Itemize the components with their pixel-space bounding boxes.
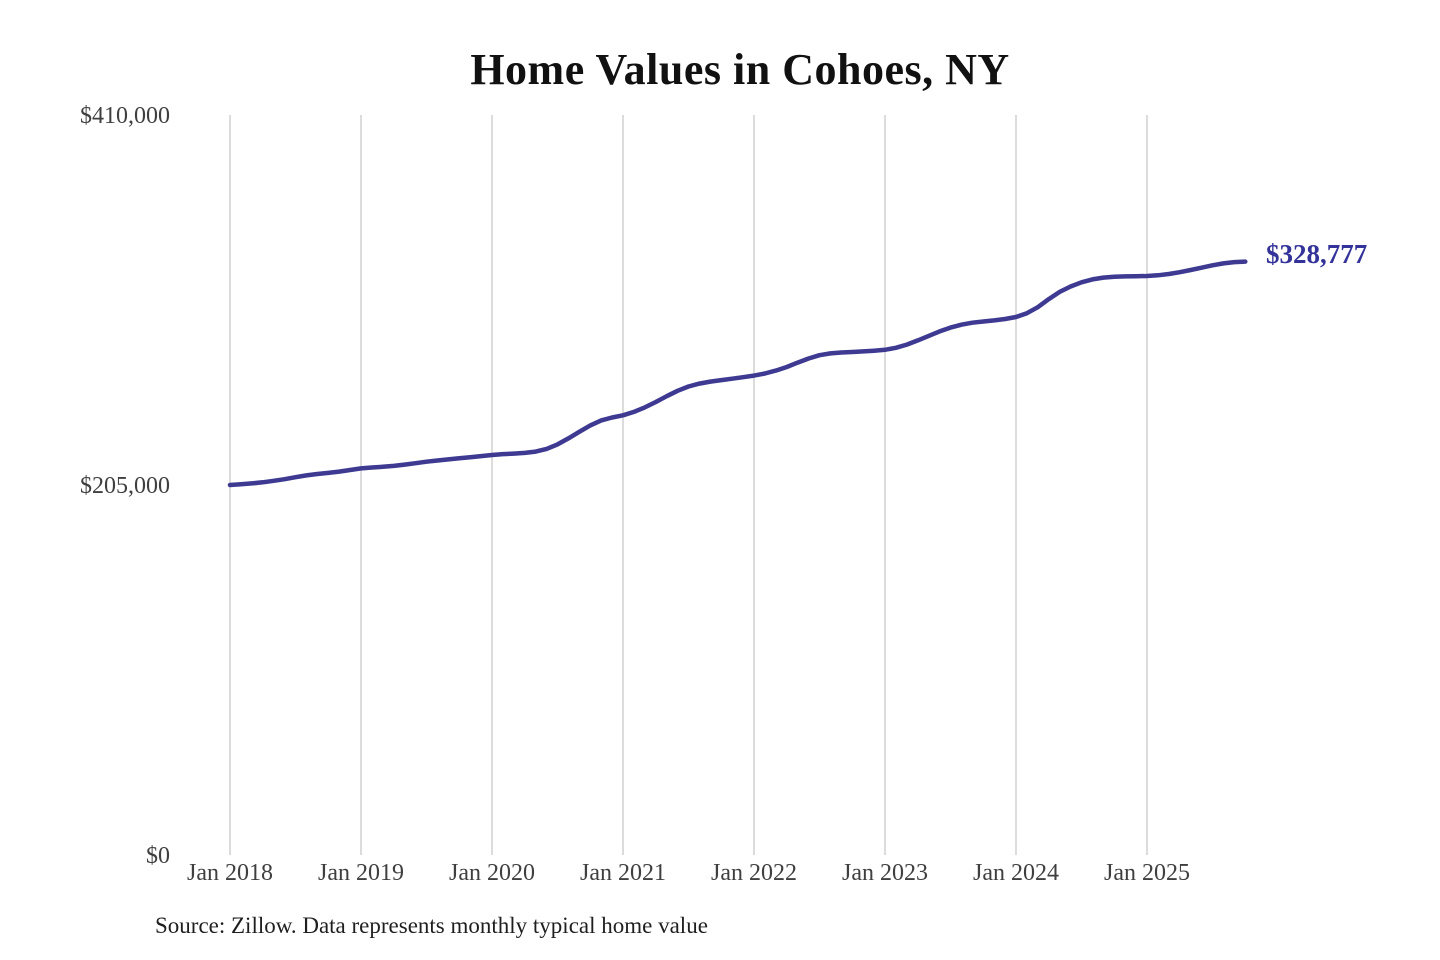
y-tick-label: $0 bbox=[146, 843, 170, 869]
x-tick-label: Jan 2023 bbox=[842, 860, 928, 886]
x-tick-label: Jan 2025 bbox=[1104, 860, 1190, 886]
y-axis-labels-group: $0 $205,000 $410,000 bbox=[80, 103, 170, 869]
gridlines-group bbox=[229, 115, 1148, 855]
x-tick-label: Jan 2019 bbox=[318, 860, 404, 886]
x-tick-label: Jan 2024 bbox=[973, 860, 1059, 886]
x-tick-label: Jan 2022 bbox=[711, 860, 797, 886]
x-tick-label: Jan 2020 bbox=[449, 860, 535, 886]
y-tick-label: $205,000 bbox=[80, 473, 170, 499]
y-tick-label: $410,000 bbox=[80, 103, 170, 129]
final-value-label: $328,777 bbox=[1266, 239, 1368, 269]
value-line bbox=[227, 259, 1248, 488]
chart-title: Home Values in Cohoes, NY bbox=[470, 45, 1010, 94]
source-note: Source: Zillow. Data represents monthly … bbox=[155, 913, 708, 938]
x-tick-label: Jan 2018 bbox=[187, 860, 273, 886]
x-tick-label: Jan 2021 bbox=[580, 860, 666, 886]
x-axis-labels-group: Jan 2018 Jan 2019 Jan 2020 Jan 2021 Jan 2022… bbox=[187, 860, 1190, 886]
